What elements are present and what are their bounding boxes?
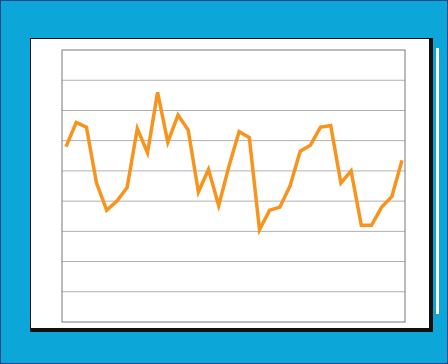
series-line xyxy=(64,91,404,236)
gridlines xyxy=(62,79,405,293)
plot-area-border xyxy=(61,49,406,323)
series-group xyxy=(64,91,404,236)
card-edge xyxy=(436,48,439,314)
